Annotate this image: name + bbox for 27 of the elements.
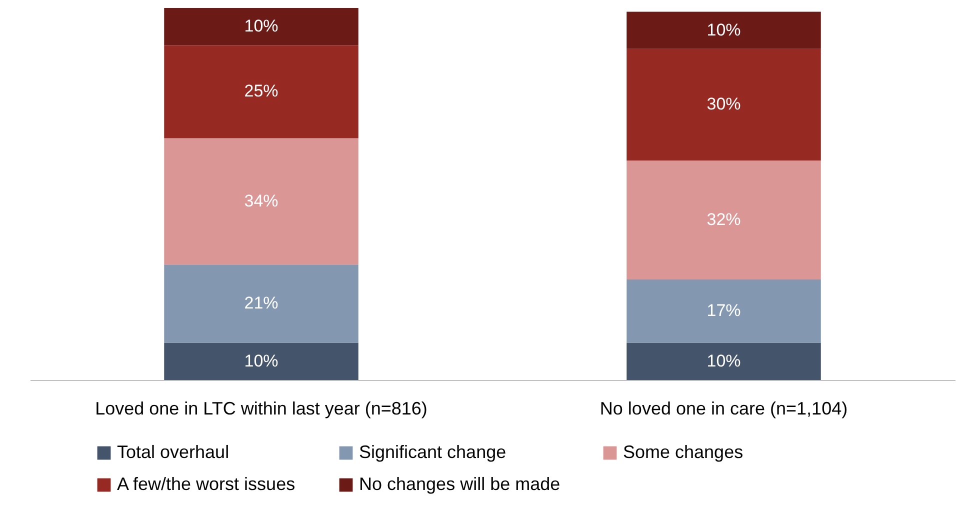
data-label: 32% [706,210,741,230]
legend-label: Some changes [623,442,744,462]
bar [164,8,358,46]
data-label: 17% [706,301,741,320]
bar [626,280,821,343]
bar [164,342,358,380]
x-tick-label: No loved one in care (n=1,104) [600,398,848,418]
bar [626,160,821,280]
bar [626,48,821,161]
data-label: 10% [244,16,278,36]
x-tick-label: Loved one in LTC within last year (n=816) [95,398,428,418]
legend-label: No changes will be made [359,474,560,494]
bar [164,45,358,138]
data-label: 30% [706,94,741,114]
data-label: 21% [244,294,278,313]
legend-label: Significant change [359,442,506,462]
data-label: 10% [244,351,278,370]
bar [626,12,821,49]
data-label: 25% [244,82,278,101]
data-label: 10% [706,351,741,370]
bar [164,138,358,265]
bar [164,264,358,343]
legend-label: A few/the worst issues [117,474,296,494]
data-label: 10% [706,20,741,40]
data-label: 34% [244,191,278,210]
legend-label: Total overhaul [117,442,230,462]
bar [626,342,821,380]
